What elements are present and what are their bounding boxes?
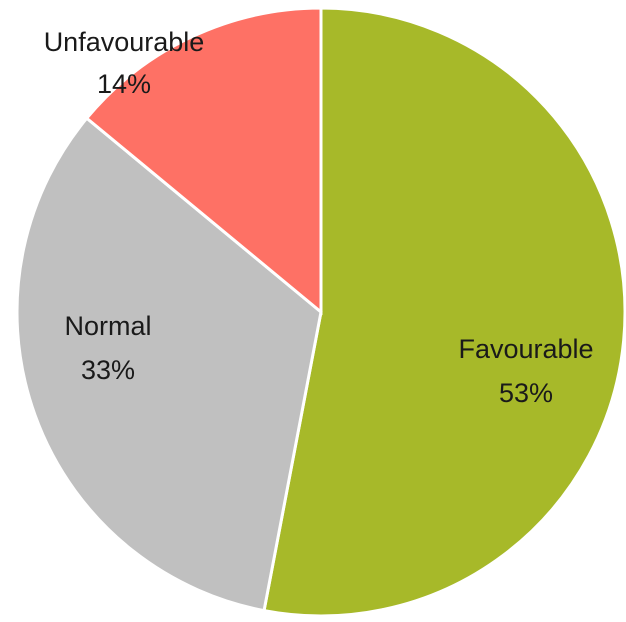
pie-slice-favourable	[262, 6, 626, 618]
pie-slices	[15, 6, 626, 618]
label-favourable-value: 53%	[499, 378, 553, 408]
label-unfavourable-value: 14%	[97, 69, 151, 99]
label-normal-name: Normal	[64, 311, 151, 341]
label-unfavourable-name: Unfavourable	[44, 27, 205, 57]
label-favourable-name: Favourable	[458, 334, 593, 364]
pie-slice-normal	[15, 116, 323, 613]
label-normal-value: 33%	[81, 355, 135, 385]
pie-slice-unfavourable	[84, 6, 323, 316]
